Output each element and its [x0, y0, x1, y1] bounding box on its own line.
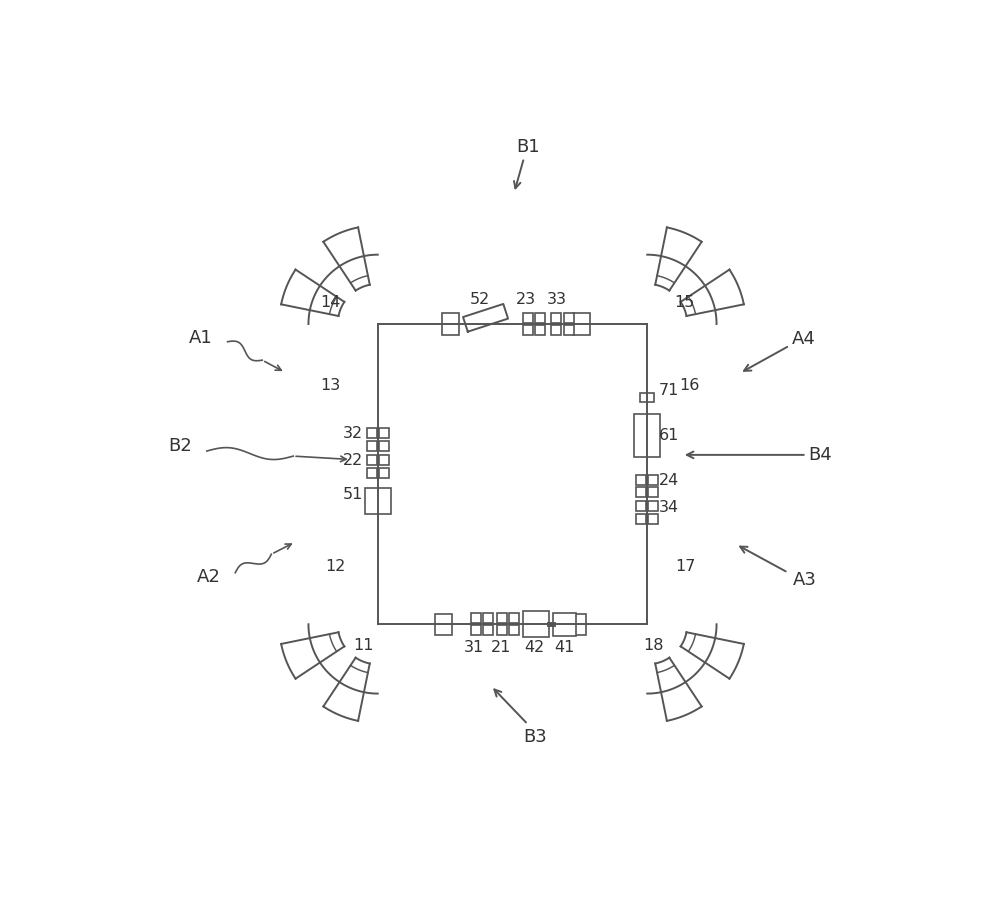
Bar [634, 414, 660, 457]
Text: A2: A2 [196, 568, 220, 585]
Bar [640, 393, 654, 402]
Bar [648, 486, 658, 496]
Bar [497, 626, 507, 636]
Bar [648, 514, 658, 524]
Text: 23: 23 [516, 292, 536, 307]
Text: B3: B3 [524, 727, 547, 746]
Bar [435, 614, 452, 635]
Bar [648, 474, 658, 485]
Bar [569, 614, 586, 635]
Text: 22: 22 [343, 453, 363, 468]
Bar [483, 626, 493, 636]
Bar [551, 325, 561, 335]
Bar [379, 441, 389, 451]
Text: 42: 42 [524, 640, 544, 655]
Text: 41: 41 [554, 640, 574, 655]
Bar [471, 613, 481, 623]
Bar [553, 613, 576, 636]
Text: 16: 16 [679, 378, 700, 393]
Bar [509, 626, 519, 636]
Bar [379, 467, 389, 477]
Text: 17: 17 [676, 559, 696, 574]
Bar [367, 429, 377, 439]
Bar [535, 325, 545, 335]
Text: 12: 12 [325, 559, 346, 574]
Text: 33: 33 [546, 292, 566, 307]
Bar [379, 429, 389, 439]
Text: 52: 52 [470, 292, 490, 307]
Text: 21: 21 [491, 640, 511, 655]
Text: 32: 32 [343, 426, 363, 441]
Bar [551, 313, 561, 322]
Text: 13: 13 [320, 378, 340, 393]
Bar [509, 613, 519, 623]
Text: A1: A1 [189, 329, 213, 347]
Bar [367, 467, 377, 477]
Bar [636, 501, 646, 511]
Bar [365, 488, 391, 514]
Text: A4: A4 [792, 331, 815, 348]
Text: 71: 71 [659, 384, 679, 398]
Text: B2: B2 [168, 437, 192, 454]
Bar [379, 455, 389, 465]
Text: 51: 51 [343, 487, 363, 502]
Bar [564, 313, 574, 322]
Bar [535, 313, 545, 322]
Text: B4: B4 [809, 446, 832, 463]
Bar [471, 626, 481, 636]
Text: 14: 14 [320, 295, 340, 310]
Bar [497, 613, 507, 623]
Bar [636, 514, 646, 524]
Text: 31: 31 [464, 640, 484, 655]
Bar [523, 611, 549, 638]
Text: A3: A3 [793, 572, 817, 589]
Text: 61: 61 [659, 428, 679, 443]
Bar [636, 486, 646, 496]
Bar [636, 474, 646, 485]
Text: 18: 18 [643, 638, 664, 653]
Bar [483, 613, 493, 623]
Bar [523, 313, 533, 322]
Bar [573, 313, 590, 334]
Bar [442, 313, 459, 334]
Text: 11: 11 [354, 638, 374, 653]
Text: 34: 34 [659, 500, 679, 515]
Text: B1: B1 [516, 138, 540, 156]
Text: 15: 15 [674, 295, 694, 310]
Text: 24: 24 [659, 473, 679, 488]
Bar [648, 501, 658, 511]
Bar [564, 325, 574, 335]
Bar [367, 455, 377, 465]
Bar [367, 441, 377, 451]
Bar [523, 325, 533, 335]
